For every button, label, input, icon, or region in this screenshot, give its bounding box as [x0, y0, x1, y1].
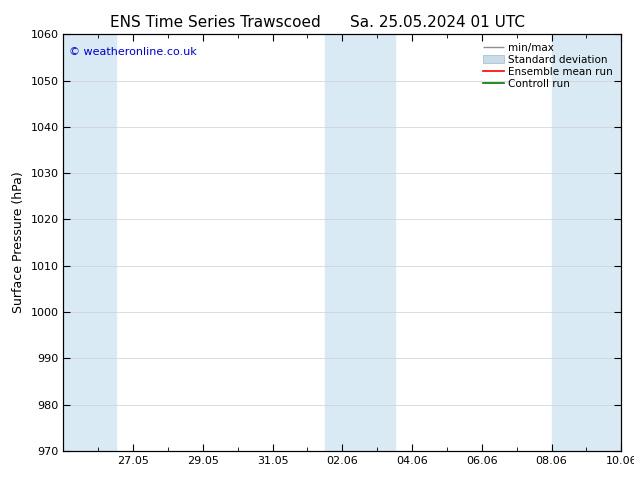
Bar [63, 34, 115, 451]
Y-axis label: Surface Pressure (hPa): Surface Pressure (hPa) [12, 172, 25, 314]
Bar [325, 34, 394, 451]
Text: © weatheronline.co.uk: © weatheronline.co.uk [69, 47, 197, 57]
Text: ENS Time Series Trawscoed      Sa. 25.05.2024 01 UTC: ENS Time Series Trawscoed Sa. 25.05.2024… [110, 15, 524, 30]
Legend: min/max, Standard deviation, Ensemble mean run, Controll run: min/max, Standard deviation, Ensemble me… [480, 40, 616, 92]
Bar [552, 34, 621, 451]
